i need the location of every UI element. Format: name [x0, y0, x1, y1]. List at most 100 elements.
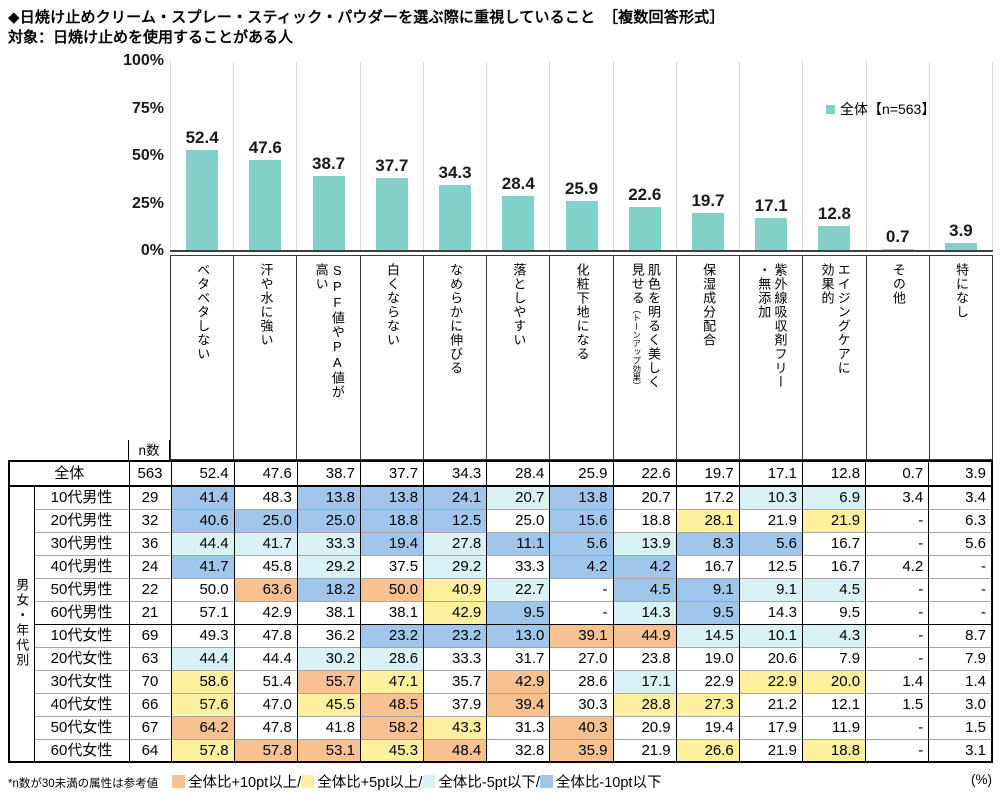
table-cell: 17.9 — [738, 715, 803, 739]
table-cell: 40.3 — [549, 715, 614, 739]
table-cell: 20.6 — [738, 646, 803, 670]
table-cell: 6.9 — [801, 485, 867, 509]
table-cell: 20.7 — [486, 485, 551, 509]
table-cell: 34.3 — [423, 461, 488, 487]
legend-rule-item: 全体比+10pt以上/ — [172, 771, 301, 792]
table-cell: 1.5 — [928, 715, 993, 739]
table-cell: 31.3 — [486, 715, 551, 739]
table-cell: 44.9 — [612, 623, 677, 647]
table-row: 60代女性 64 57.8 57.8 53.1 45.3 48.4 32.8 35.9 21.9 2… — [9, 738, 993, 762]
bar-value-label: 19.7 — [691, 190, 725, 210]
table-cell: 48.3 — [233, 485, 298, 509]
table-cell: 17.1 — [738, 461, 803, 487]
row-label: 30代男性 — [33, 531, 130, 555]
table-cell: 28.4 — [486, 461, 551, 487]
table-cell: 47.0 — [233, 692, 298, 716]
legend-rule-swatch-icon — [422, 775, 436, 788]
category-label-text: 保湿成分配合 — [701, 263, 717, 347]
footnote: *n数が30未満の属性は参考値 — [8, 778, 159, 790]
chart-column: 3.9 — [930, 62, 994, 250]
table-cell: 45.5 — [296, 692, 361, 716]
table-cell: 5.6 — [738, 531, 803, 555]
chart-column: 12.8 — [803, 62, 867, 250]
results-table-body: 全体 563 52.4 47.6 38.7 37.7 34.3 28.4 25.9 22.6 19.… — [8, 461, 993, 762]
table-cell: 33.3 — [296, 531, 361, 555]
row-n-value: 21 — [128, 600, 172, 624]
table-cell: 44.4 — [170, 646, 235, 670]
table-cell: 16.7 — [675, 554, 740, 578]
category-label: 汗や水に強い — [234, 255, 298, 460]
category-label: なめらかに伸びる — [423, 255, 488, 460]
table-cell: 44.4 — [170, 531, 235, 555]
bar-value-label: 12.8 — [817, 203, 851, 223]
table-row: 20代女性 63 44.4 44.4 30.2 28.6 33.3 31.7 27.0 23.8 1… — [9, 646, 993, 670]
y-axis-tick: 25% — [131, 194, 164, 212]
category-label: 白くならない — [360, 255, 424, 460]
table-cell: 4.5 — [801, 577, 867, 601]
y-axis-tick: 0% — [140, 242, 164, 259]
bar-value-label: 34.3 — [438, 162, 472, 182]
table-cell: 24.1 — [423, 485, 488, 509]
table-cell: 63.6 — [233, 577, 298, 601]
table-cell: 13.0 — [486, 623, 551, 647]
chart-column: 17.1 — [740, 62, 804, 250]
row-label: 10代男性 — [33, 485, 130, 509]
table-cell: 8.3 — [675, 531, 740, 555]
table-cell: 37.5 — [359, 554, 425, 578]
group-label-text: 男女・年代別 — [14, 577, 30, 668]
table-cell: 23.2 — [423, 623, 488, 647]
table-cell: 25.0 — [486, 508, 551, 532]
row-n-value: 64 — [128, 738, 172, 762]
table-cell: 51.4 — [233, 669, 298, 693]
category-label-text: ベタベタしない — [195, 263, 211, 361]
table-cell: 4.2 — [865, 554, 930, 578]
table-cell: 57.8 — [233, 738, 298, 762]
table-cell: 21.9 — [801, 508, 867, 532]
table-cell: 35.9 — [549, 738, 614, 762]
table-cell: 50.0 — [359, 577, 425, 601]
table-cell: 4.3 — [801, 623, 867, 647]
row-label: 60代男性 — [33, 600, 130, 624]
legend-rule-swatch-icon — [172, 775, 185, 788]
table-cell: 37.9 — [423, 692, 488, 716]
table-cell: - — [865, 623, 930, 647]
table-cell: 3.9 — [928, 461, 993, 487]
table-cell: 17.2 — [675, 485, 740, 509]
page-title: ◆日焼け止めクリーム・スプレー・スティック・パウダーを選ぶ際に重視していること … — [8, 9, 725, 26]
row-n-value: 69 — [128, 623, 172, 647]
category-label-text: 化粧下地になる — [574, 263, 590, 361]
row-label: 60代女性 — [33, 738, 130, 762]
table-cell: 11.9 — [801, 715, 867, 739]
bar — [691, 212, 724, 250]
table-row: 50代女性 67 64.2 47.8 41.8 58.2 43.3 31.3 40.3 20.9 1… — [9, 715, 993, 739]
table-cell: 30.3 — [549, 692, 614, 716]
table-cell: 16.7 — [801, 531, 867, 555]
table-cell: 47.6 — [233, 461, 298, 487]
table-cell: 7.9 — [928, 646, 993, 670]
table-cell: 35.7 — [423, 669, 488, 693]
table-cell: 4.2 — [612, 554, 677, 578]
row-label: 20代女性 — [33, 646, 130, 670]
table-cell: 29.2 — [296, 554, 361, 578]
table-cell: 9.5 — [675, 600, 740, 624]
table-cell: 5.6 — [549, 531, 614, 555]
y-axis-tick: 100% — [123, 52, 164, 69]
table-cell: 14.3 — [738, 600, 803, 624]
table-cell: 52.4 — [170, 461, 235, 487]
table-cell: 39.4 — [486, 692, 551, 716]
category-label-text: 落としやすい — [511, 263, 527, 347]
table-cell: 6.3 — [928, 508, 993, 532]
bar — [628, 207, 661, 250]
table-row: 10代女性 69 49.3 47.8 36.2 23.2 23.2 13.0 39.1 44.9 1… — [9, 623, 993, 647]
legend-rule-label: 全体比-5pt以下/ — [438, 775, 540, 791]
chart-column: 47.6 — [234, 62, 298, 250]
table-cell: 3.0 — [928, 692, 993, 716]
table-cell: 3.4 — [865, 485, 930, 509]
table-cell: 22.9 — [675, 669, 740, 693]
table-cell: 12.8 — [801, 461, 867, 487]
chart-column: 38.7 — [297, 62, 361, 250]
table-cell: 1.5 — [865, 692, 930, 716]
bar-value-label: 3.9 — [949, 220, 973, 240]
bar — [375, 178, 408, 250]
table-cell: 58.2 — [359, 715, 425, 739]
